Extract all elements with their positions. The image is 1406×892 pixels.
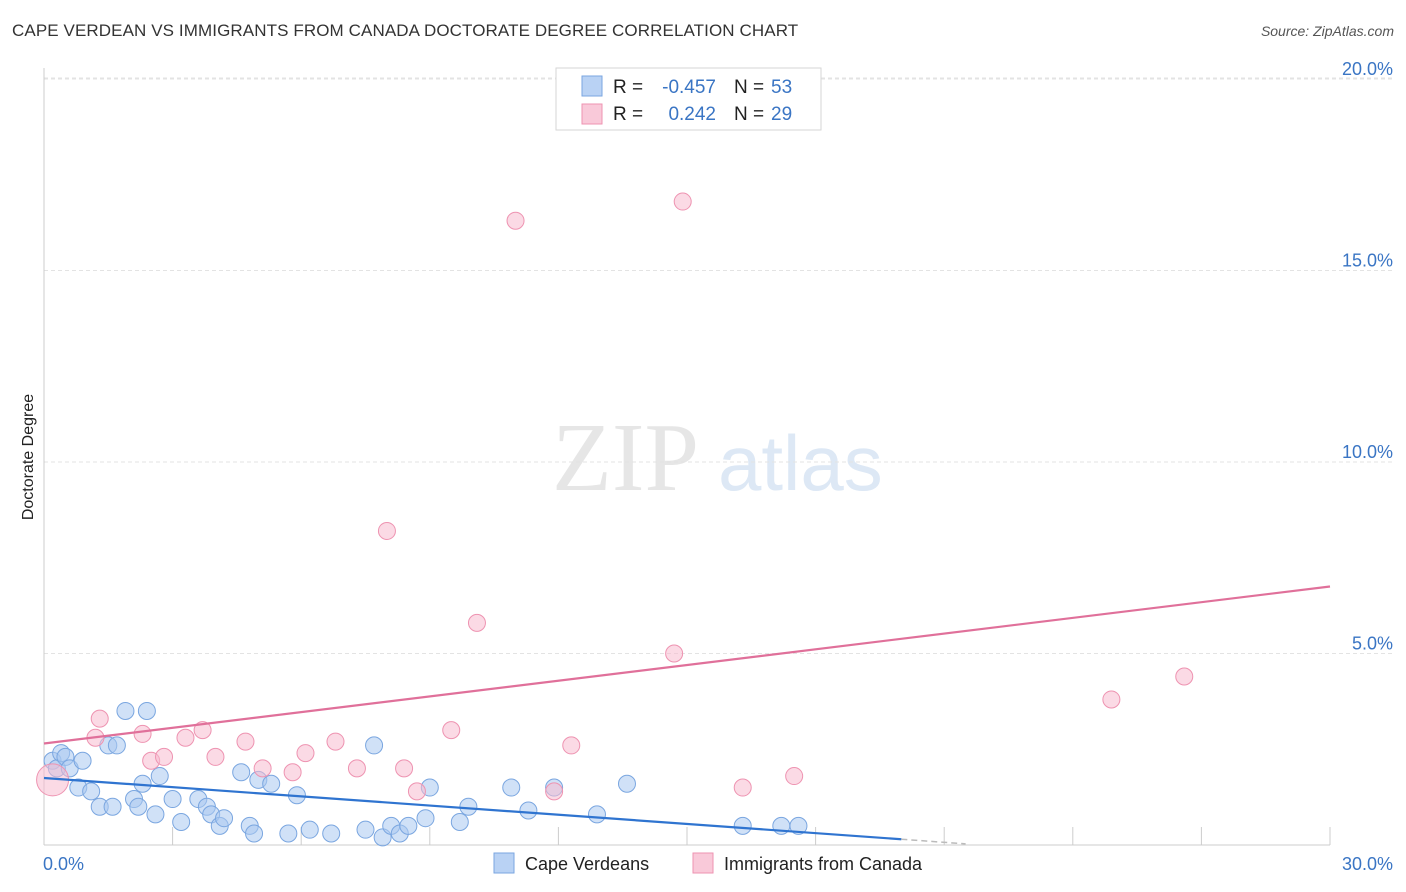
bottom-legend-label-2: Immigrants from Canada xyxy=(724,854,923,874)
axes xyxy=(43,68,1331,846)
cape-verdean-point-28 xyxy=(245,824,264,843)
cape-verdean-point-35 xyxy=(356,820,375,839)
cape-verdean-point-19 xyxy=(163,790,182,809)
canada-point-17 xyxy=(407,782,426,801)
cape-verdean-point-46 xyxy=(519,801,538,820)
series-legend: Cape Verdeans Immigrants from Canada xyxy=(493,852,923,874)
x-tick-label-1: 30.0% xyxy=(1342,854,1393,874)
canada-point-5 xyxy=(155,747,174,766)
legend-n-label-2: N = xyxy=(734,104,764,125)
canada-point-8 xyxy=(206,747,225,766)
cape-verdean-point-43 xyxy=(450,813,469,832)
y-axis-label: Doctorate Degree xyxy=(20,394,37,520)
series-cape-verdeans xyxy=(43,701,808,847)
source-label: Source: ZipAtlas.com xyxy=(1260,23,1394,39)
canada-point-20 xyxy=(506,211,525,230)
canada-point-22 xyxy=(562,736,581,755)
cape-verdean-point-33 xyxy=(300,820,319,839)
canada-point-10 xyxy=(253,759,272,778)
legend-swatch-blue xyxy=(581,75,603,97)
canada-point-2 xyxy=(90,709,109,728)
bottom-legend-swatch-blue xyxy=(493,852,515,874)
cape-verdean-point-50 xyxy=(733,816,752,835)
y-tick-label-0: 5.0% xyxy=(1352,634,1393,654)
chart-title: CAPE VERDEAN VS IMMIGRANTS FROM CANADA D… xyxy=(12,21,799,40)
x-tick-label-0: 0.0% xyxy=(43,854,84,874)
bottom-legend-swatch-pink xyxy=(692,852,714,874)
legend-n-label-1: N = xyxy=(734,77,764,98)
watermark-zip: ZIP xyxy=(552,404,699,512)
canada-point-25 xyxy=(733,778,752,797)
y-tick-label-1: 10.0% xyxy=(1342,442,1393,462)
cape-verdean-point-30 xyxy=(262,774,281,793)
correlation-legend: R = -0.457 N = 53 R = 0.242 N = 29 xyxy=(555,67,822,131)
cape-verdean-point-34 xyxy=(322,824,341,843)
canada-point-6 xyxy=(176,728,195,747)
cape-verdean-point-18 xyxy=(150,767,169,786)
cape-verdean-point-17 xyxy=(146,805,165,824)
legend-swatch-pink xyxy=(581,103,603,125)
cape-verdean-point-36 xyxy=(365,736,384,755)
canada-point-16 xyxy=(395,759,414,778)
canada-point-18 xyxy=(442,721,461,740)
canada-point-24 xyxy=(673,192,692,211)
cape-verdean-point-44 xyxy=(459,797,478,816)
cape-verdean-point-14 xyxy=(129,797,148,816)
watermark-atlas: atlas xyxy=(718,419,883,507)
canada-point-11 xyxy=(283,763,302,782)
legend-r-value-1: -0.457 xyxy=(662,77,716,98)
cape-verdean-point-48 xyxy=(587,805,606,824)
legend-n-value-2: 29 xyxy=(771,104,792,125)
canada-point-9 xyxy=(236,732,255,751)
cape-verdean-point-6 xyxy=(73,751,92,770)
trend-line-blue xyxy=(43,776,902,841)
canada-point-26 xyxy=(785,767,804,786)
canada-point-28 xyxy=(1175,667,1194,686)
canada-point-21 xyxy=(545,782,564,801)
cape-verdean-point-45 xyxy=(502,778,521,797)
tick-labels: 5.0% 10.0% 15.0% 20.0% 0.0% 30.0% xyxy=(43,59,1393,874)
canada-point-12 xyxy=(296,744,315,763)
canada-point-14 xyxy=(347,759,366,778)
gridlines xyxy=(44,77,1394,654)
canada-point-23 xyxy=(665,644,684,663)
cape-verdean-point-11 xyxy=(107,736,126,755)
cape-verdean-point-20 xyxy=(172,813,191,832)
cape-verdean-point-25 xyxy=(215,809,234,828)
cape-verdean-point-26 xyxy=(232,763,251,782)
y-tick-label-3: 20.0% xyxy=(1342,59,1393,79)
cape-verdean-point-41 xyxy=(416,809,435,828)
cape-verdean-point-16 xyxy=(137,701,156,720)
cape-verdean-point-52 xyxy=(789,816,808,835)
trend-line-pink xyxy=(43,585,1331,745)
cape-verdean-point-31 xyxy=(279,824,298,843)
canada-point-3 xyxy=(133,724,152,743)
legend-r-label-1: R = xyxy=(613,77,643,98)
cape-verdean-point-7 xyxy=(82,782,101,801)
cape-verdean-point-40 xyxy=(399,816,418,835)
legend-r-label-2: R = xyxy=(613,104,643,125)
canada-point-27 xyxy=(1102,690,1121,709)
cape-verdean-point-12 xyxy=(116,701,135,720)
legend-n-value-1: 53 xyxy=(771,77,792,98)
y-tick-label-2: 15.0% xyxy=(1342,251,1393,271)
cape-verdean-point-10 xyxy=(103,797,122,816)
cape-verdean-point-49 xyxy=(617,774,636,793)
trend-lines xyxy=(43,585,1331,845)
bottom-legend-label-1: Cape Verdeans xyxy=(525,854,649,874)
canada-point-13 xyxy=(326,732,345,751)
canada-point-7 xyxy=(193,721,212,740)
canada-point-15 xyxy=(377,521,396,540)
trend-line-extension-blue xyxy=(901,838,966,845)
canada-point-19 xyxy=(467,613,486,632)
legend-r-value-2: 0.242 xyxy=(668,104,716,125)
series-immigrants-from-canada xyxy=(36,192,1194,801)
